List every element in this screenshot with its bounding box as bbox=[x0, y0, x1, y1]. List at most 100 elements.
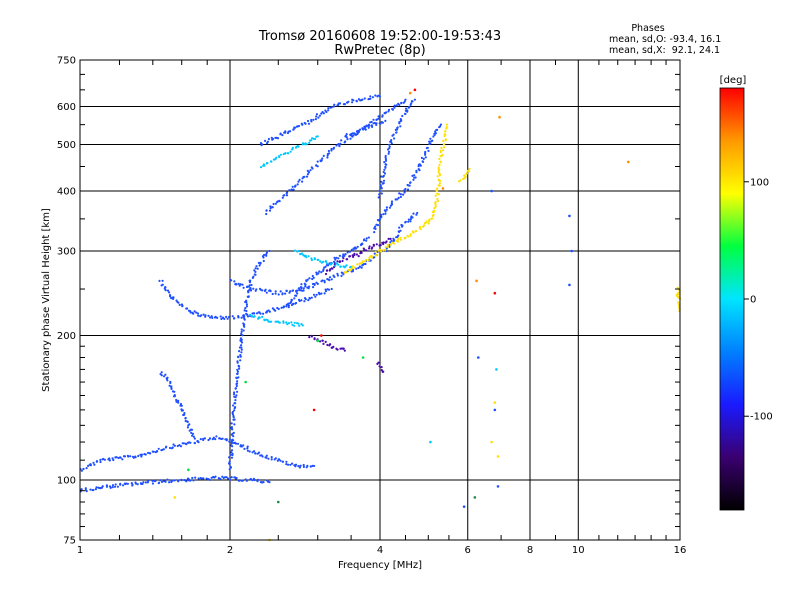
data-point bbox=[280, 306, 283, 309]
data-point bbox=[433, 132, 436, 135]
data-point bbox=[246, 445, 249, 448]
y-tick-label: 400 bbox=[57, 187, 76, 198]
data-point bbox=[310, 335, 313, 338]
data-point bbox=[428, 218, 431, 221]
data-point bbox=[287, 322, 290, 325]
data-point bbox=[379, 244, 382, 247]
data-point bbox=[382, 174, 385, 177]
data-point bbox=[344, 253, 347, 256]
colorbar-tick-label: -100 bbox=[750, 412, 773, 423]
data-point bbox=[160, 480, 164, 483]
data-point bbox=[289, 130, 292, 133]
data-point bbox=[156, 450, 159, 453]
data-point bbox=[318, 270, 321, 273]
data-point bbox=[310, 139, 313, 142]
data-point bbox=[431, 139, 434, 142]
data-point bbox=[290, 299, 293, 302]
data-point bbox=[388, 145, 391, 148]
data-point bbox=[95, 460, 99, 463]
data-point bbox=[293, 297, 296, 300]
data-point bbox=[92, 461, 95, 464]
data-point bbox=[257, 311, 260, 314]
data-point bbox=[378, 95, 382, 98]
data-point bbox=[182, 442, 185, 445]
data-point bbox=[324, 272, 328, 276]
data-point bbox=[291, 289, 295, 292]
data-point bbox=[313, 337, 316, 340]
data-point bbox=[359, 128, 362, 131]
data-point bbox=[208, 437, 212, 440]
data-point bbox=[202, 437, 205, 440]
data-point bbox=[322, 112, 325, 115]
data-point bbox=[324, 265, 327, 268]
data-point bbox=[233, 423, 236, 426]
data-point bbox=[215, 435, 218, 438]
data-point bbox=[400, 101, 403, 104]
data-point bbox=[302, 289, 305, 292]
data-point bbox=[326, 156, 329, 159]
x-tick-label: 1 bbox=[77, 545, 83, 556]
data-point bbox=[409, 218, 412, 221]
data-point bbox=[230, 451, 233, 454]
data-point bbox=[234, 406, 237, 409]
data-point bbox=[151, 482, 154, 485]
data-point bbox=[365, 239, 368, 242]
data-point bbox=[316, 258, 319, 261]
data-point bbox=[496, 485, 500, 488]
data-point bbox=[300, 122, 303, 125]
data-point bbox=[315, 271, 318, 274]
data-point bbox=[287, 463, 290, 466]
data-point bbox=[231, 438, 234, 441]
data-point bbox=[230, 456, 234, 459]
data-point bbox=[246, 315, 250, 318]
data-point bbox=[393, 104, 396, 107]
data-point bbox=[231, 410, 235, 413]
data-point bbox=[383, 172, 387, 175]
data-point bbox=[328, 344, 331, 347]
data-point bbox=[404, 187, 407, 191]
data-point bbox=[498, 115, 501, 119]
data-point bbox=[392, 133, 395, 136]
data-point bbox=[293, 321, 296, 324]
data-point bbox=[356, 263, 359, 266]
data-point bbox=[208, 478, 211, 481]
data-point bbox=[436, 175, 439, 178]
data-point bbox=[389, 243, 392, 246]
data-point bbox=[437, 168, 440, 171]
data-point bbox=[89, 464, 92, 467]
data-point bbox=[445, 123, 449, 126]
data-point bbox=[263, 164, 266, 167]
data-point bbox=[409, 220, 412, 223]
data-point bbox=[211, 438, 214, 441]
axis-ticks: 1 2 4 6 8 10 16 75 100 200 300 400 500 600 750 bbox=[57, 56, 686, 557]
data-point bbox=[384, 154, 387, 158]
data-point bbox=[177, 480, 180, 483]
data-point bbox=[466, 169, 469, 173]
data-point bbox=[80, 469, 83, 472]
data-point bbox=[416, 211, 419, 215]
data-point bbox=[246, 449, 249, 452]
data-point bbox=[286, 323, 289, 326]
data-point bbox=[372, 118, 375, 121]
data-point bbox=[99, 460, 102, 464]
data-point bbox=[101, 485, 104, 488]
data-point bbox=[376, 118, 379, 121]
data-point bbox=[344, 134, 348, 137]
data-point bbox=[116, 485, 119, 488]
data-point bbox=[263, 253, 266, 257]
data-point bbox=[165, 445, 168, 448]
data-point bbox=[119, 482, 122, 485]
data-point bbox=[346, 138, 349, 141]
data-point bbox=[327, 149, 330, 153]
data-point bbox=[327, 288, 331, 291]
data-point bbox=[240, 328, 243, 331]
x-tick-label: 4 bbox=[377, 545, 383, 556]
data-point bbox=[415, 213, 418, 216]
data-point bbox=[434, 194, 437, 197]
data-point bbox=[251, 451, 254, 454]
data-point bbox=[254, 452, 257, 455]
data-point bbox=[200, 477, 203, 480]
data-point bbox=[306, 278, 309, 281]
data-point bbox=[328, 152, 331, 155]
data-point bbox=[363, 238, 366, 241]
